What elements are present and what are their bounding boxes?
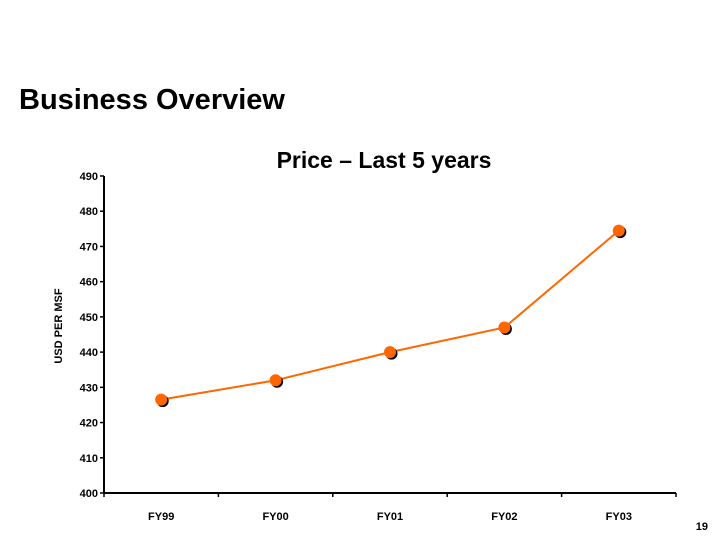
x-tick-label: FY00	[262, 511, 288, 523]
page-number: 19	[695, 521, 708, 533]
y-tick-label: 490	[80, 171, 98, 183]
data-point	[155, 393, 168, 406]
y-tick-label: 410	[80, 453, 98, 465]
y-tick-label: 460	[80, 277, 98, 289]
y-tick-label: 470	[80, 241, 98, 253]
x-tick-label: FY02	[491, 511, 517, 523]
y-axis-label: USD PER MSF	[53, 288, 65, 363]
x-tick-label: FY01	[377, 511, 403, 523]
y-tick-label: 440	[80, 347, 98, 359]
y-tick-label: 430	[80, 382, 98, 394]
y-tick-label: 480	[80, 206, 98, 218]
data-point	[384, 346, 396, 359]
data-point	[612, 224, 625, 237]
series-line	[161, 229, 620, 401]
data-point	[269, 374, 282, 387]
chart-title: Price – Last 5 years	[277, 147, 492, 173]
data-point	[498, 321, 511, 334]
x-tick-label: FY99	[148, 511, 174, 523]
y-tick-label: 450	[80, 312, 98, 324]
y-tick-label: 400	[80, 488, 98, 500]
x-tick-label: FY03	[606, 511, 632, 523]
slide-title: Business Overview	[19, 84, 285, 116]
y-tick-label: 420	[80, 418, 98, 430]
